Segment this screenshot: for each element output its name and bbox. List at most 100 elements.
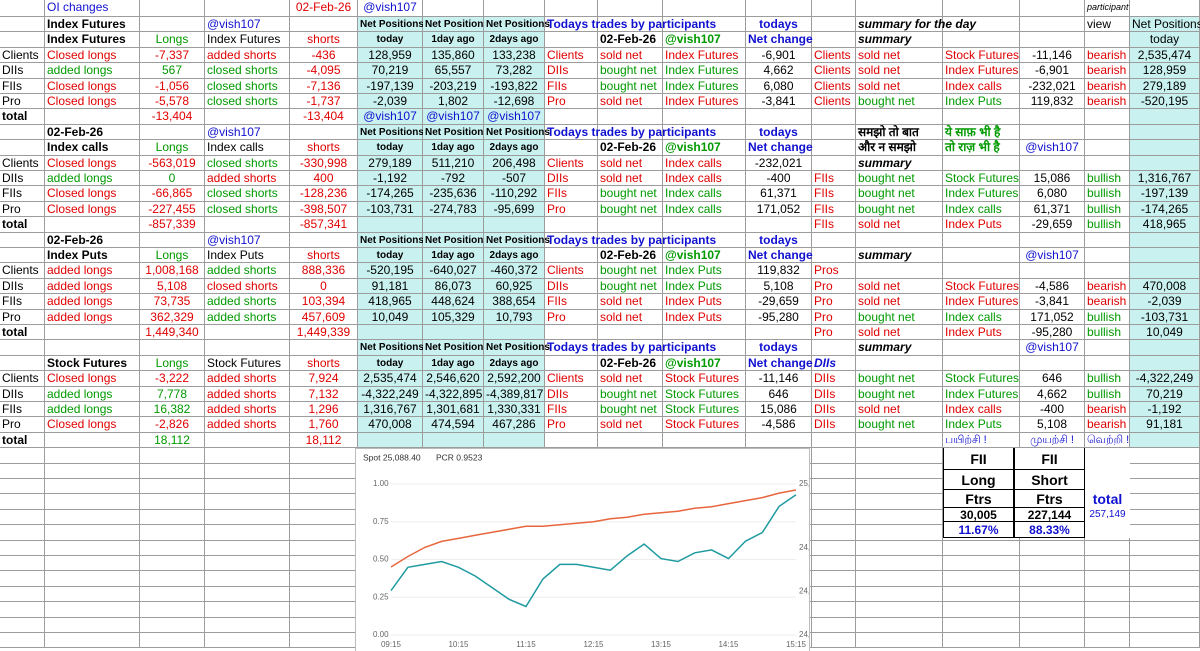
cell-text: DIIs — [545, 278, 598, 295]
cell-text: -400 — [1020, 402, 1085, 418]
cell-text: FIIs — [812, 217, 856, 233]
cell — [205, 602, 290, 618]
cell-text: Stock Futures — [943, 278, 1020, 295]
cell-text: DIIs — [812, 386, 856, 402]
cell-text: summary — [856, 155, 943, 171]
cell — [1085, 470, 1130, 490]
cell — [45, 432, 140, 449]
cell-text: முயற்சி ! — [1020, 432, 1085, 449]
cell-text: Clients — [545, 155, 598, 171]
cell — [545, 217, 598, 233]
cell — [1130, 463, 1200, 479]
cell — [1130, 633, 1200, 649]
cell — [1130, 602, 1200, 618]
cell — [205, 448, 290, 464]
cell — [943, 586, 1020, 603]
cell-text: 91,181 — [1130, 417, 1200, 433]
cell-text: 2,546,620 — [423, 371, 484, 387]
cell-text: -203,219 — [423, 78, 484, 94]
cell — [1130, 494, 1200, 510]
cell-text: -4,586 — [746, 417, 812, 433]
cell-text: 15,086 — [746, 402, 812, 418]
cell-text: Stock Futures — [943, 371, 1020, 387]
cell-text: added shorts — [205, 47, 290, 64]
cell-text: Net Positions — [423, 232, 489, 248]
cell-text: bullish — [1085, 309, 1130, 325]
cell-text: Net Positions — [423, 340, 489, 356]
cell — [205, 109, 290, 125]
cell-text: -95,699 — [484, 201, 545, 218]
cell — [856, 540, 943, 556]
cell — [856, 448, 943, 464]
cell-text: तो राज़ भी है — [943, 140, 1020, 156]
cell-text: Pro — [545, 201, 598, 218]
cell-text: 5,108 — [140, 278, 205, 295]
cell — [1085, 124, 1130, 141]
cell-text: sold net — [598, 371, 663, 387]
cell-text: Net Positions — [484, 232, 550, 248]
cell-text: summary — [856, 32, 943, 48]
cell-text: -857,341 — [290, 217, 358, 233]
cell-text: added longs — [45, 309, 140, 325]
cell-text: -3,841 — [746, 94, 812, 110]
cell — [856, 509, 943, 526]
cell-text: shorts — [290, 32, 358, 48]
cell — [812, 432, 856, 449]
cell-text: -1,056 — [140, 78, 205, 94]
cell-text: -792 — [423, 171, 484, 187]
cell-text: sold net — [598, 417, 663, 433]
cell-text: Clients — [0, 155, 45, 171]
cell-text: 1,449,340 — [140, 325, 205, 341]
cell — [1085, 109, 1130, 125]
cell-text: 1,802 — [423, 94, 484, 110]
cell-text: sold net — [856, 278, 943, 295]
cell — [746, 0, 812, 17]
cell-text: FIIs — [545, 294, 598, 310]
cell-text: -11,146 — [746, 371, 812, 387]
cell — [45, 525, 140, 541]
cell-text: DIIs — [0, 171, 45, 187]
cell-text: 206,498 — [484, 155, 545, 171]
cell-text: Index Futures — [943, 63, 1020, 79]
cell — [1130, 232, 1200, 248]
cell-text: 448,624 — [423, 294, 484, 310]
cell-text: 02-Feb-26 — [598, 355, 663, 372]
cell-text: 60,925 — [484, 278, 545, 295]
cell-text: sold net — [598, 171, 663, 187]
cell-text: bought net — [598, 263, 663, 279]
cell — [746, 325, 812, 341]
cell — [1130, 571, 1200, 587]
cell-text: 18,112 — [290, 432, 358, 449]
cell — [45, 586, 140, 603]
cell — [598, 124, 663, 141]
cell-text: Index Puts — [663, 309, 746, 325]
cell-text: 1day ago — [423, 355, 484, 372]
cell-text: DIIs — [0, 63, 45, 79]
cell-text: 474,594 — [423, 417, 484, 433]
cell-text: DIIs — [812, 417, 856, 433]
cell-text: Stock Futures — [663, 402, 746, 418]
cell — [663, 340, 746, 356]
cell — [140, 17, 205, 33]
cell-text: வெற்றி ! — [1085, 432, 1130, 449]
cell-text: added longs — [45, 263, 140, 279]
cell — [45, 448, 140, 464]
cell-text: FIIs — [0, 294, 45, 310]
cell-text: Index Puts — [943, 217, 1020, 233]
cell-text: todays — [746, 17, 812, 33]
y2-tick-label: 24,787 — [799, 587, 810, 596]
fii-cell: 88.33% — [1014, 522, 1085, 538]
cell — [1085, 633, 1130, 649]
cell — [812, 32, 856, 48]
y2-tick-label: 24,637 — [799, 630, 810, 639]
cell — [423, 217, 484, 233]
x-tick-label: 11:15 — [516, 640, 536, 649]
cell — [45, 556, 140, 572]
cell-text: @vish107 — [663, 248, 746, 264]
cell-text: today — [358, 248, 423, 264]
cell — [140, 232, 205, 248]
cell-text: Closed longs — [45, 201, 140, 218]
cell — [598, 0, 663, 17]
cell-text: @vish107 — [358, 109, 423, 125]
cell-text: 2,592,200 — [484, 371, 545, 387]
